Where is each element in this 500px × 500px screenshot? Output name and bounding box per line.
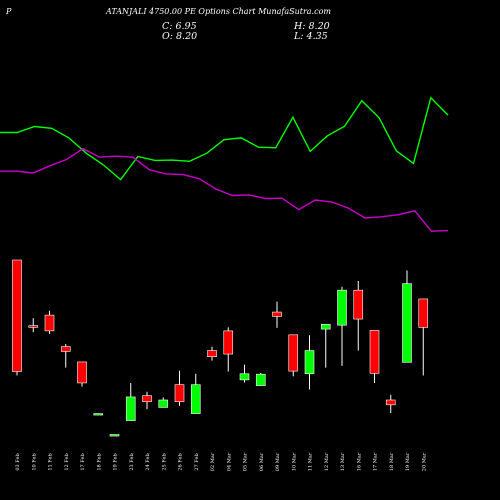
x-tick-label: 17 Feb xyxy=(80,453,86,470)
x-tick-label: 16 Mar xyxy=(356,452,362,471)
x-tick-label: 20 Mar xyxy=(421,452,427,471)
x-tick-label: 12 Feb xyxy=(64,453,70,470)
candle xyxy=(223,327,234,372)
candle-body-up xyxy=(304,350,315,375)
candle-body-down xyxy=(288,334,299,372)
candle xyxy=(304,335,315,390)
candle-body-down xyxy=(207,350,217,357)
overlay-line-2 xyxy=(0,147,449,232)
candle-body-down xyxy=(418,298,429,328)
candle xyxy=(190,373,201,414)
candle-body-up xyxy=(109,434,120,437)
candle-body-up xyxy=(337,289,347,326)
candle-body-up xyxy=(320,324,331,330)
candle xyxy=(320,323,331,368)
candle-body-down xyxy=(44,314,55,332)
x-tick-label: 18 Mar xyxy=(389,452,395,471)
candle-body-down xyxy=(174,384,185,403)
x-tick-label: 04 Mar xyxy=(226,452,232,471)
candle xyxy=(158,397,169,408)
candle-body-down xyxy=(223,330,234,355)
x-tick-label: 10 Mar xyxy=(291,452,297,471)
candle-body-up xyxy=(158,399,169,408)
candle-body-up xyxy=(93,413,104,416)
candle-body-down xyxy=(60,346,71,352)
candle xyxy=(255,372,266,386)
low-value: L: 4.35 xyxy=(293,31,328,42)
x-tick-label: 19 Mar xyxy=(405,452,411,471)
candle xyxy=(239,364,250,383)
x-tick-label: 26 Feb xyxy=(178,453,184,470)
high-value: H: 8.20 xyxy=(293,21,330,32)
candle-body-down xyxy=(369,330,380,374)
open-value: O: 8.20 xyxy=(162,31,197,42)
candle xyxy=(288,334,299,377)
candle xyxy=(402,270,412,363)
candle xyxy=(44,310,55,334)
candle xyxy=(337,286,347,366)
candle xyxy=(60,344,71,368)
candle-body-up xyxy=(239,373,250,381)
candle-body-down xyxy=(272,311,282,317)
x-tick-label: 03 Feb xyxy=(15,453,21,470)
candle-body-down xyxy=(12,259,22,372)
x-tick-label: 17 Mar xyxy=(373,452,379,471)
candle xyxy=(12,259,22,376)
x-tick-label: 10 Feb xyxy=(31,453,37,470)
x-tick-label: 23 Feb xyxy=(129,453,135,470)
candle-body-down xyxy=(77,361,87,384)
candle-body-up xyxy=(255,373,266,386)
candle xyxy=(353,281,364,351)
candle xyxy=(125,382,136,421)
close-value: C: 6.95 xyxy=(162,21,197,32)
candle-body-down xyxy=(385,399,396,406)
x-tick-label: 25 Feb xyxy=(161,453,167,470)
x-tick-label: 12 Mar xyxy=(324,452,330,471)
chart-title: ATANJALI 4750.00 PE Options Chart Munafa… xyxy=(105,7,331,16)
x-tick-label: 11 Mar xyxy=(308,452,314,471)
x-tick-label: 02 Mar xyxy=(210,452,216,471)
x-axis-labels: 03 Feb 10 Feb 11 Feb 12 Feb 17 Feb 18 Feb 19 F… xyxy=(15,452,427,471)
x-tick-label: 06 Mar xyxy=(259,452,265,471)
candle xyxy=(93,413,104,416)
overlay-line-1 xyxy=(0,96,449,181)
candle-body-up xyxy=(190,384,201,414)
candle-body-down xyxy=(142,395,152,403)
x-tick-label: 18 Feb xyxy=(96,453,102,470)
candle-body-up xyxy=(125,396,136,421)
x-tick-label: 27 Feb xyxy=(194,453,200,470)
x-tick-label: 11 Feb xyxy=(48,453,54,470)
candle xyxy=(385,394,396,414)
candles xyxy=(12,259,429,437)
candle xyxy=(418,298,429,376)
x-tick-label: 19 Feb xyxy=(113,453,119,470)
candle xyxy=(207,346,217,361)
candle-body-up xyxy=(402,283,412,363)
candle xyxy=(77,361,87,387)
candle xyxy=(109,434,120,437)
candle xyxy=(272,301,282,328)
overlay-lines xyxy=(0,96,449,232)
x-tick-label: 24 Feb xyxy=(145,453,151,470)
candle xyxy=(142,391,152,410)
candle xyxy=(28,318,39,333)
x-tick-label: 05 Mar xyxy=(243,452,249,471)
candle-body-down xyxy=(353,289,364,320)
candle-body-down xyxy=(28,325,39,328)
brand-letter: P xyxy=(5,7,12,16)
x-tick-label: 09 Mar xyxy=(275,452,281,471)
candle xyxy=(174,370,185,406)
x-tick-label: 13 Mar xyxy=(340,452,346,471)
candle xyxy=(369,330,380,383)
